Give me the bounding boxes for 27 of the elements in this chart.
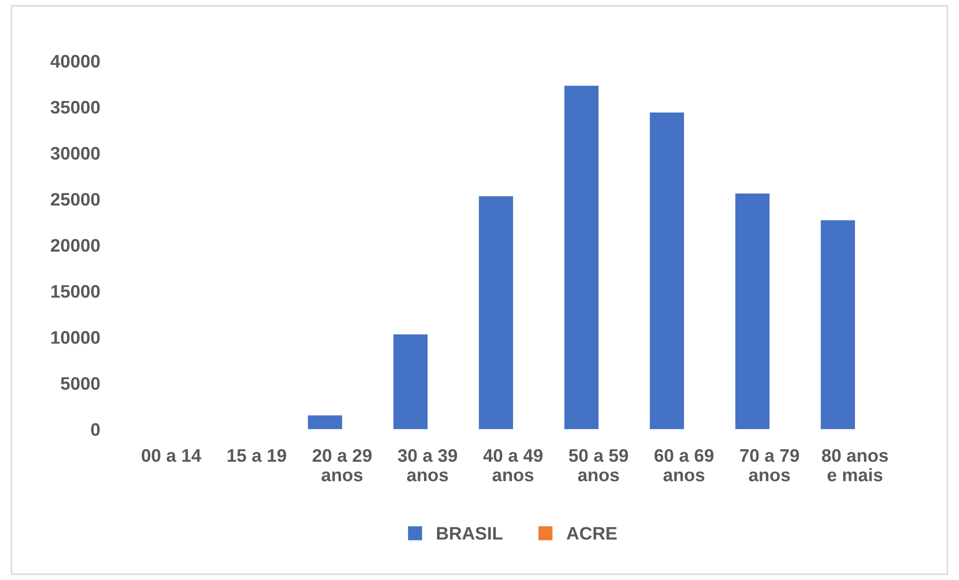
y-tick-label: 5000 [60,377,100,390]
bar [393,334,428,430]
bar [820,220,855,430]
y-tick-label: 20000 [50,238,100,252]
bar [564,86,599,430]
bar [478,196,514,430]
x-tick-label: 00 a 14 [142,449,202,462]
x-tick-label: 30 a 39 anos [398,449,458,482]
bar [650,112,684,430]
x-tick-label: 50 a 59 anos [568,449,628,482]
y-tick-label: 10000 [51,331,100,344]
x-tick-label: 70 a 79 anos [740,449,799,482]
y-tick-label: 0 [91,423,100,436]
legend-label: ACRE [566,526,617,540]
y-tick-label: 35000 [50,100,100,114]
x-tick-label: 40 a 49 anos [483,449,543,482]
y-tick-label: 30000 [50,146,100,160]
bar [308,415,342,430]
x-tick-label: 60 a 69 anos [654,449,714,482]
x-tick-label: 20 a 29 anos [312,449,372,482]
bar [735,193,770,430]
y-tick-label: 40000 [50,54,100,68]
legend-label: BRASIL [437,526,502,540]
y-tick-label: 25000 [50,192,100,206]
y-tick-label: 15000 [51,285,100,298]
x-tick-label: 80 anos e mais [822,449,888,482]
x-tick-label: 15 a 19 [228,449,286,462]
